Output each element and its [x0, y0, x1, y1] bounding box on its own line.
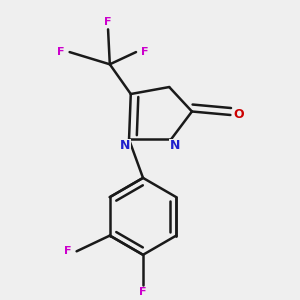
Text: N: N: [120, 139, 130, 152]
Text: F: F: [104, 17, 112, 27]
Text: N: N: [170, 139, 180, 152]
Text: F: F: [141, 47, 148, 57]
Text: F: F: [57, 47, 64, 57]
Text: F: F: [64, 246, 72, 256]
Text: O: O: [234, 109, 244, 122]
Text: F: F: [139, 287, 147, 297]
